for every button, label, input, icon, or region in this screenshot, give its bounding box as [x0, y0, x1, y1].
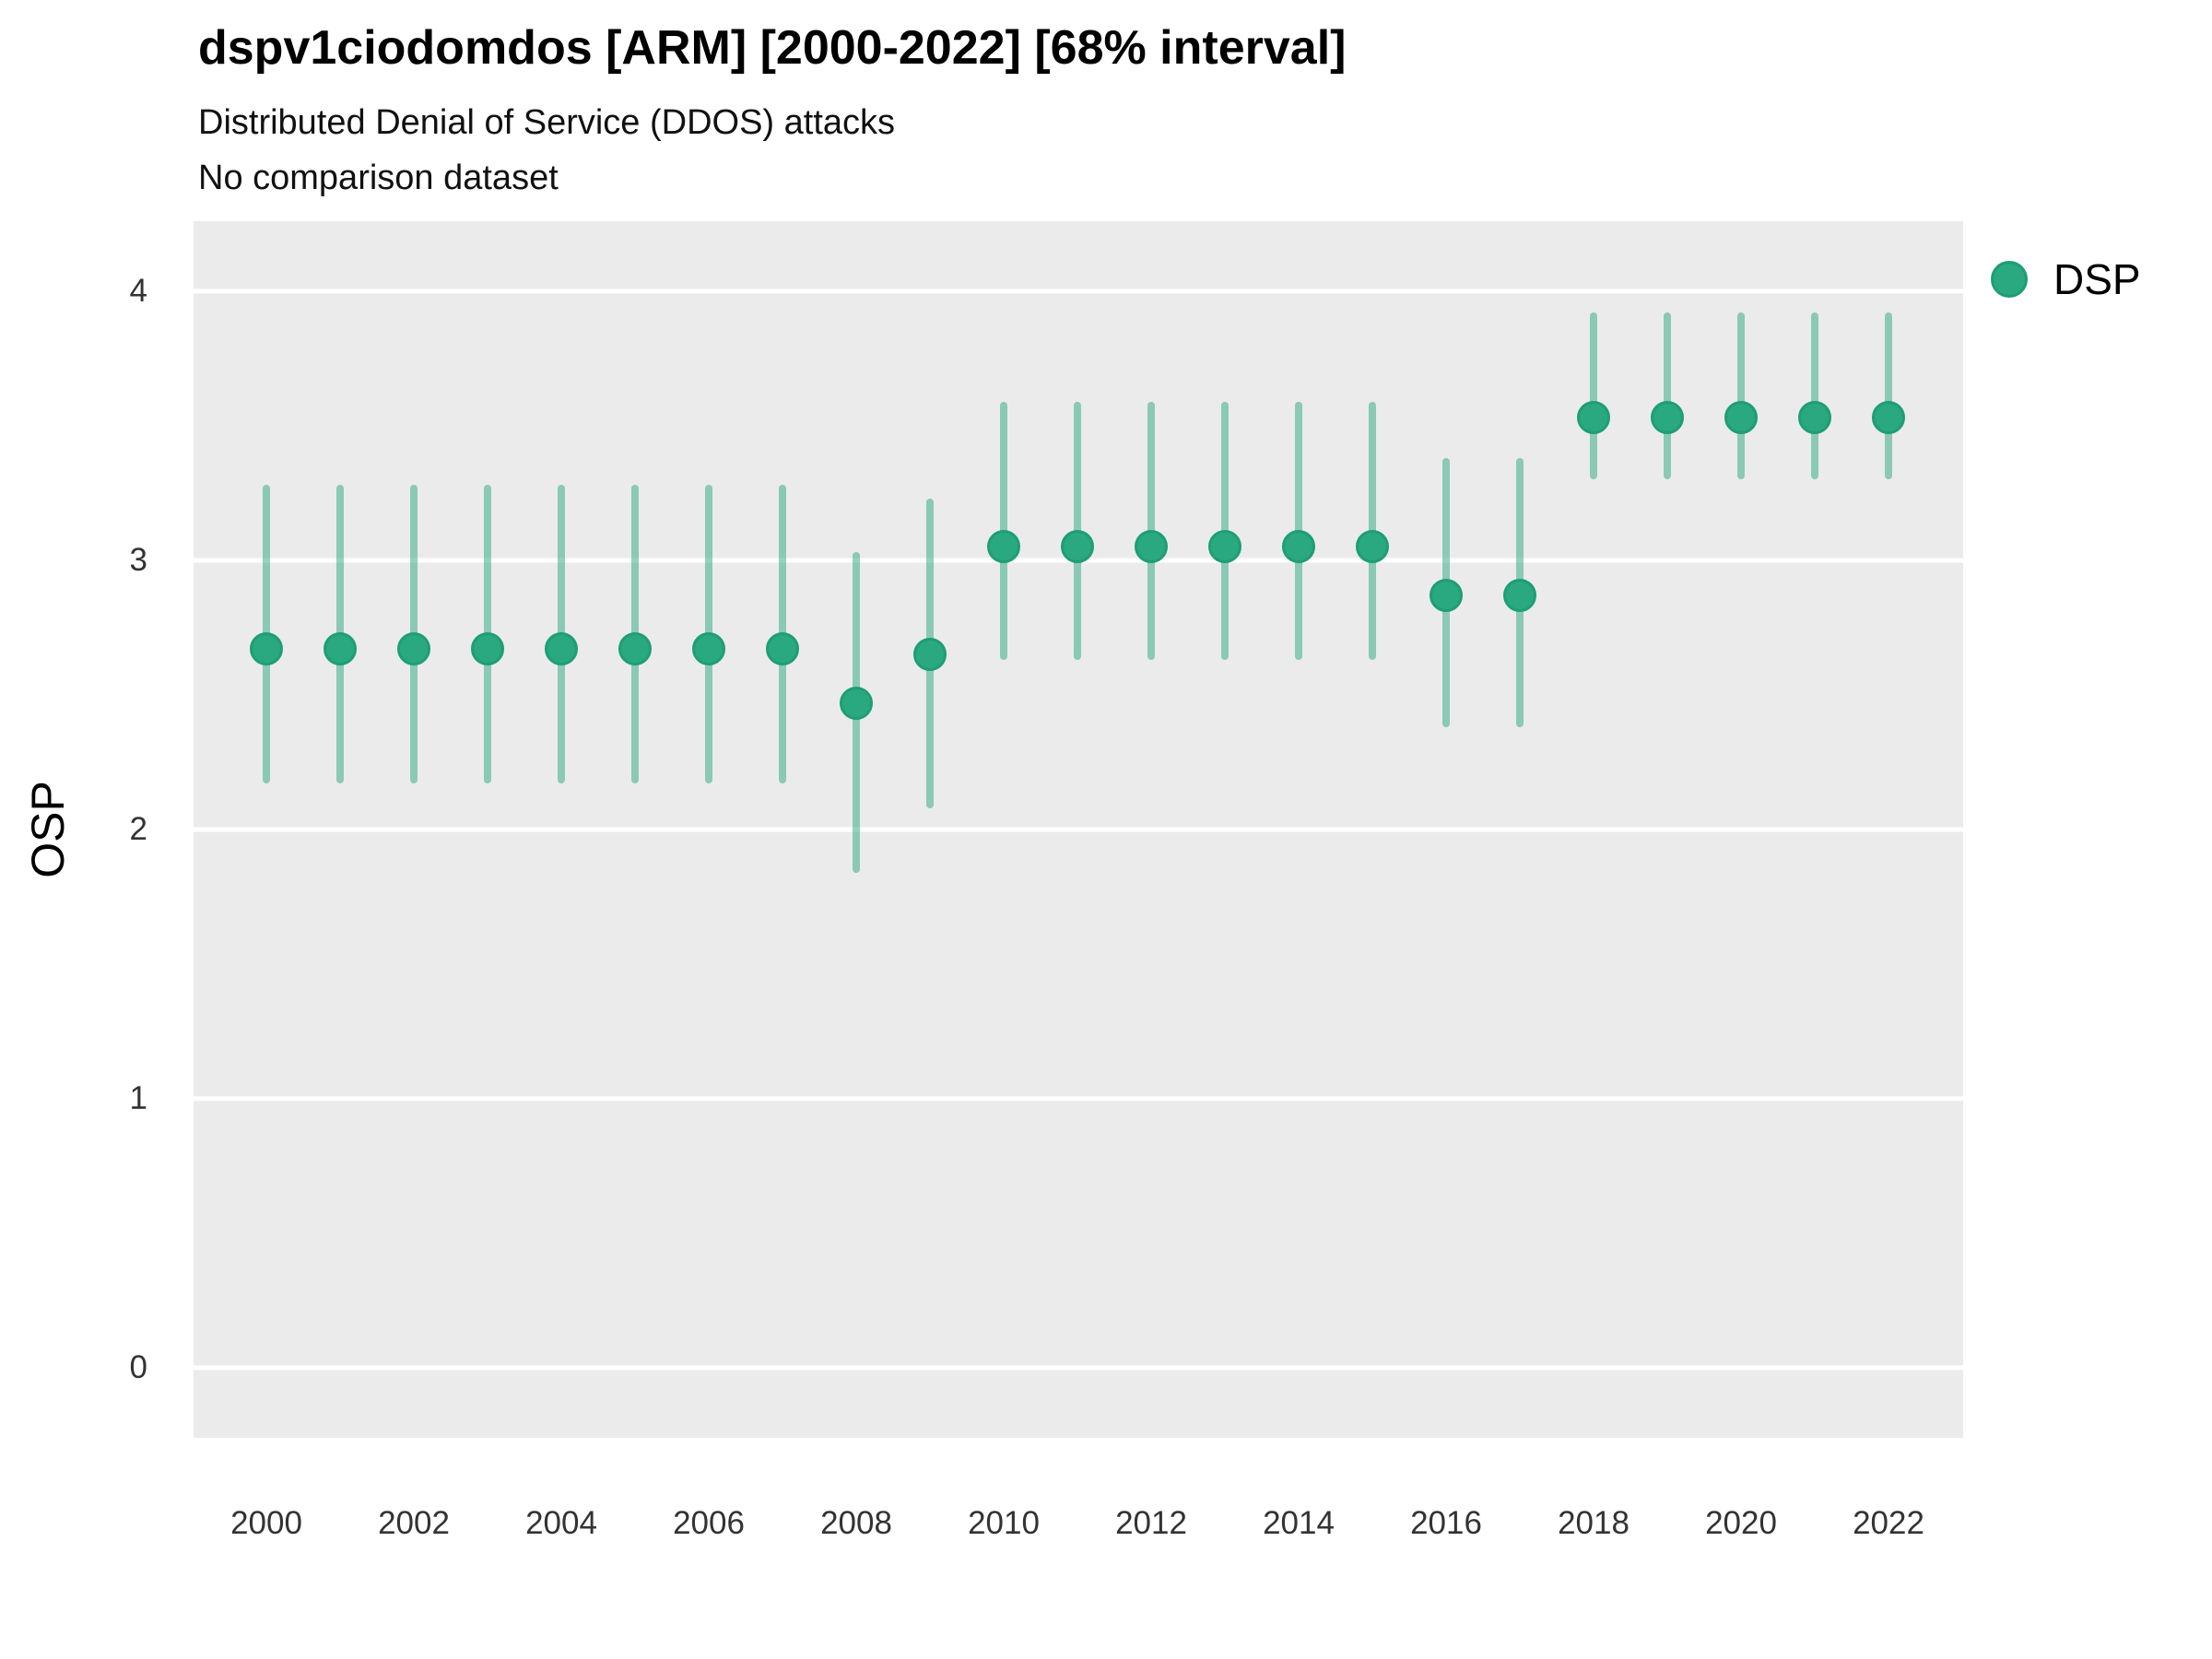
data-point-2019: [1651, 401, 1684, 435]
data-point-2016: [1430, 578, 1463, 612]
y-tick-label-3: 3: [129, 542, 147, 578]
data-point-2018: [1577, 401, 1610, 435]
data-point-2013: [1208, 530, 1241, 564]
x-tick-label-2000: 2000: [230, 1505, 302, 1541]
plot-panel: [194, 221, 1963, 1438]
legend-label: DSP: [2053, 255, 2141, 303]
x-tick-label-2004: 2004: [525, 1505, 597, 1541]
x-tick-label-2022: 2022: [1853, 1505, 1924, 1541]
legend-point-icon: [1991, 261, 2028, 298]
chart-title: dspv1ciodomdos [ARM] [2000-2022] [68% in…: [198, 21, 1347, 75]
data-point-2017: [1503, 578, 1536, 612]
x-tick-label-2014: 2014: [1263, 1505, 1335, 1541]
data-point-2000: [250, 632, 283, 666]
data-point-2002: [397, 632, 430, 666]
data-point-2001: [324, 632, 357, 666]
x-tick-label-2012: 2012: [1115, 1505, 1187, 1541]
x-tick-label-2020: 2020: [1705, 1505, 1777, 1541]
y-axis-title: OSP: [22, 781, 74, 878]
data-point-2014: [1282, 530, 1315, 564]
data-point-2004: [545, 632, 578, 666]
y-tick-label-1: 1: [129, 1080, 147, 1116]
x-tick-label-2006: 2006: [673, 1505, 745, 1541]
data-point-2022: [1872, 401, 1905, 435]
interval-bar-2022: [1885, 312, 1892, 480]
gridline-y-4: [194, 288, 1963, 294]
data-point-2003: [471, 632, 504, 666]
y-tick-label-0: 0: [129, 1349, 147, 1385]
x-tick-label-2010: 2010: [968, 1505, 1040, 1541]
x-tick-label-2002: 2002: [378, 1505, 450, 1541]
data-point-2007: [766, 632, 799, 666]
data-point-2006: [692, 632, 725, 666]
x-tick-label-2016: 2016: [1410, 1505, 1482, 1541]
y-tick-label-4: 4: [129, 273, 147, 309]
x-tick-label-2008: 2008: [820, 1505, 892, 1541]
gridline-y-2: [194, 827, 1963, 832]
data-point-2020: [1724, 401, 1758, 435]
data-point-2008: [840, 686, 873, 720]
data-point-2005: [618, 632, 652, 666]
y-tick-label-2: 2: [129, 811, 147, 847]
chart-subtitle: Distributed Denial of Service (DDOS) att…: [198, 103, 896, 142]
interval-bar-2021: [1811, 312, 1818, 480]
data-point-2009: [913, 638, 947, 672]
data-point-2010: [987, 530, 1020, 564]
x-tick-label-2018: 2018: [1558, 1505, 1630, 1541]
data-point-2021: [1798, 401, 1831, 435]
data-point-2015: [1356, 530, 1389, 564]
chart-subtitle-2: No comparison dataset: [198, 159, 559, 197]
gridline-y-1: [194, 1096, 1963, 1101]
data-point-2012: [1135, 530, 1168, 564]
interval-bar-2018: [1590, 312, 1597, 480]
data-point-2011: [1061, 530, 1094, 564]
interval-bar-2020: [1737, 312, 1745, 480]
legend: DSP: [1991, 254, 2141, 304]
interval-bar-2019: [1664, 312, 1671, 480]
gridline-y-0: [194, 1365, 1963, 1371]
